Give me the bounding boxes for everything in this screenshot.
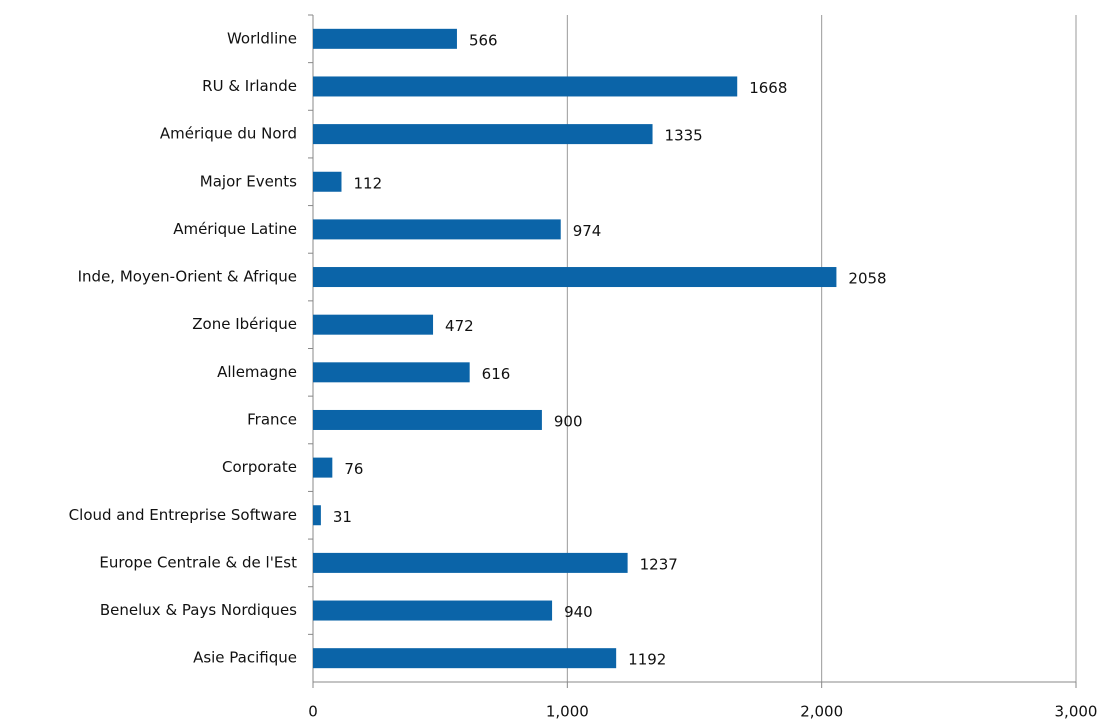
- value-label: 112: [353, 174, 382, 192]
- value-label: 616: [482, 365, 511, 383]
- value-label: 900: [554, 412, 583, 430]
- value-label: 1237: [640, 555, 678, 573]
- bar: [313, 314, 434, 335]
- bar: [313, 124, 653, 145]
- bar: [313, 28, 457, 49]
- bar: [313, 505, 321, 526]
- bar: [313, 219, 561, 240]
- bar: [313, 552, 628, 573]
- bar: [313, 362, 470, 383]
- y-tick-label: Amérique Latine: [173, 220, 297, 238]
- y-tick-label: Benelux & Pays Nordiques: [100, 601, 297, 619]
- value-label: 76: [344, 460, 363, 478]
- value-label: 472: [445, 317, 474, 335]
- value-label: 2058: [848, 270, 886, 288]
- value-label: 1335: [665, 127, 703, 145]
- y-tick-label: France: [247, 410, 297, 428]
- x-tick-label: 2,000: [800, 703, 843, 721]
- x-tick-label: 3,000: [1055, 703, 1098, 721]
- y-tick-label: Cloud and Entreprise Software: [69, 506, 297, 524]
- y-tick-label: Europe Centrale & de l'Est: [99, 553, 297, 571]
- y-tick-label: Worldline: [227, 29, 297, 47]
- bar: [313, 648, 617, 669]
- y-tick-label: Allemagne: [217, 363, 297, 381]
- value-label: 1668: [749, 79, 787, 97]
- bar: [313, 171, 342, 192]
- y-tick-label: Asie Pacifique: [193, 649, 297, 667]
- bar: [313, 600, 553, 621]
- bar: [313, 409, 542, 430]
- bar: [313, 267, 837, 288]
- value-label: 566: [469, 31, 498, 49]
- y-tick-label: RU & Irlande: [202, 77, 297, 95]
- y-tick-label: Major Events: [200, 172, 297, 190]
- x-tick-label: 0: [308, 703, 318, 721]
- bar: [313, 457, 333, 478]
- x-tick-label: 1,000: [546, 703, 589, 721]
- y-tick-label: Amérique du Nord: [160, 125, 297, 143]
- value-label: 974: [573, 222, 602, 240]
- y-tick-label: Corporate: [222, 458, 297, 476]
- bar: [313, 76, 738, 97]
- y-tick-label: Inde, Moyen-Orient & Afrique: [78, 268, 297, 286]
- value-label: 1192: [628, 651, 666, 669]
- y-tick-label: Zone Ibérique: [192, 315, 297, 333]
- value-label: 31: [333, 508, 352, 526]
- value-label: 940: [564, 603, 593, 621]
